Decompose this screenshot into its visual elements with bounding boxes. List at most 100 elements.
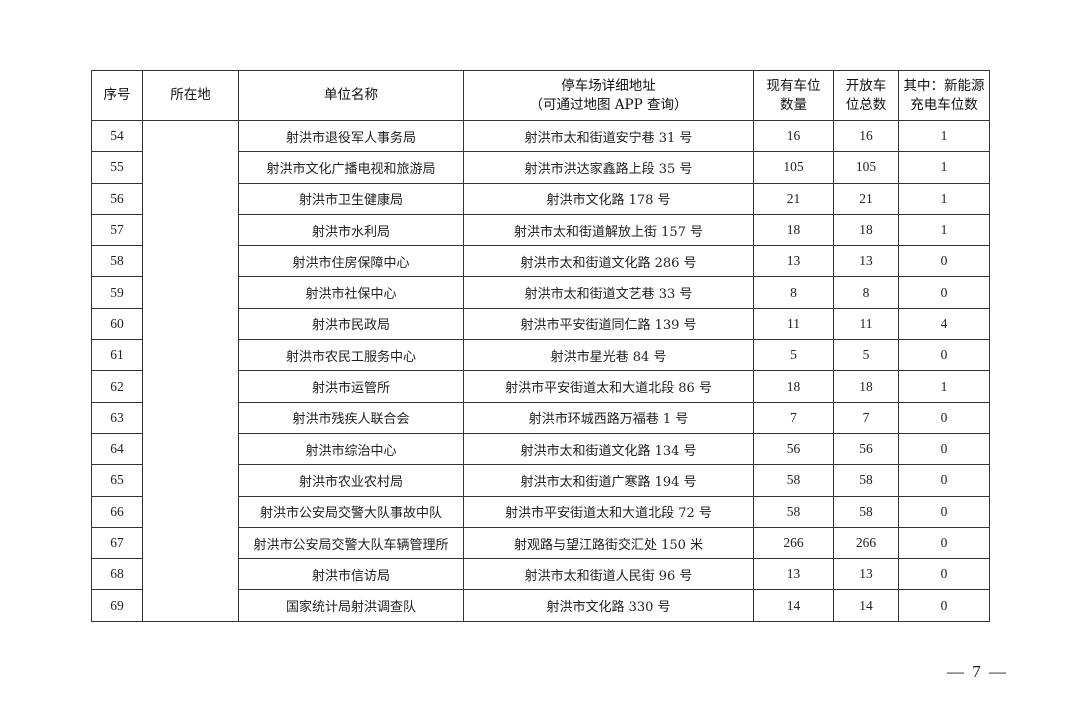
header-open: 开放车 位总数 xyxy=(833,70,899,121)
cell-unit: 射洪市住房保障中心 xyxy=(238,245,464,278)
cell-address: 射洪市太和街道人民街 96 号 xyxy=(463,558,754,591)
cell-open: 58 xyxy=(833,495,899,528)
cell-address: 射洪市太和街道文化路 286 号 xyxy=(463,245,754,278)
cell-ev: 0 xyxy=(898,245,990,278)
cell-ev: 1 xyxy=(898,370,990,403)
cell-index: 68 xyxy=(91,558,143,591)
table-row: 57 射洪市水利局 射洪市太和街道解放上街 157 号 18 18 1 xyxy=(91,213,990,247)
cell-index: 54 xyxy=(91,119,143,153)
cell-ev: 0 xyxy=(898,276,990,309)
cell-existing: 18 xyxy=(753,370,834,403)
header-existing: 现有车位 数量 xyxy=(753,70,834,121)
header-ev-line1: 其中：新能源 xyxy=(903,77,985,94)
cell-address: 射洪市太和街道文艺巷 33 号 xyxy=(463,276,754,309)
cell-index: 56 xyxy=(91,182,143,215)
table-row: 64 射洪市综治中心 射洪市太和街道文化路 134 号 56 56 0 xyxy=(91,432,990,466)
cell-open: 58 xyxy=(833,464,899,497)
cell-unit: 射洪市运管所 xyxy=(238,370,464,403)
cell-existing: 7 xyxy=(753,401,834,434)
cell-open: 18 xyxy=(833,213,899,247)
cell-unit: 国家统计局射洪调查队 xyxy=(238,589,464,622)
cell-address: 射洪市星光巷 84 号 xyxy=(463,339,754,372)
header-address: 停车场详细地址 （可通过地图 APP 查询） xyxy=(463,70,754,121)
table-row: 66 射洪市公安局交警大队事故中队 射洪市平安街道太和大道北段 72 号 58 58 0 xyxy=(91,495,990,528)
cell-existing: 18 xyxy=(753,213,834,247)
cell-unit: 射洪市公安局交警大队车辆管理所 xyxy=(238,526,464,560)
cell-ev: 0 xyxy=(898,464,990,497)
cell-open: 105 xyxy=(833,151,899,184)
cell-index: 59 xyxy=(91,276,143,309)
header-ev: 其中：新能源 充电车位数 xyxy=(898,70,990,121)
cell-unit: 射洪市残疾人联合会 xyxy=(238,401,464,434)
cell-ev: 1 xyxy=(898,119,990,153)
cell-ev: 0 xyxy=(898,432,990,466)
cell-unit: 射洪市农民工服务中心 xyxy=(238,339,464,372)
cell-open: 266 xyxy=(833,526,899,560)
cell-unit: 射洪市信访局 xyxy=(238,558,464,591)
cell-unit: 射洪市公安局交警大队事故中队 xyxy=(238,495,464,528)
cell-unit: 射洪市综治中心 xyxy=(238,432,464,466)
cell-address: 射洪市太和街道文化路 134 号 xyxy=(463,432,754,466)
cell-address: 射洪市平安街道太和大道北段 86 号 xyxy=(463,370,754,403)
cell-ev: 0 xyxy=(898,589,990,622)
cell-open: 11 xyxy=(833,307,899,341)
cell-open: 13 xyxy=(833,245,899,278)
header-index: 序号 xyxy=(91,70,143,121)
cell-unit: 射洪市水利局 xyxy=(238,213,464,247)
cell-address: 射洪市环城西路万福巷 1 号 xyxy=(463,401,754,434)
cell-existing: 13 xyxy=(753,245,834,278)
cell-address: 射洪市平安街道同仁路 139 号 xyxy=(463,307,754,341)
cell-unit: 射洪市社保中心 xyxy=(238,276,464,309)
cell-index: 57 xyxy=(91,213,143,247)
cell-address: 射洪市太和街道安宁巷 31 号 xyxy=(463,119,754,153)
cell-address: 射洪市洪达家鑫路上段 35 号 xyxy=(463,151,754,184)
cell-open: 8 xyxy=(833,276,899,309)
page-number: — 7 — xyxy=(947,662,1008,681)
table-row: 62 射洪市运管所 射洪市平安街道太和大道北段 86 号 18 18 1 xyxy=(91,370,990,403)
cell-index: 62 xyxy=(91,370,143,403)
cell-unit: 射洪市农业农村局 xyxy=(238,464,464,497)
cell-index: 55 xyxy=(91,151,143,184)
cell-ev: 1 xyxy=(898,182,990,215)
cell-existing: 14 xyxy=(753,589,834,622)
cell-open: 13 xyxy=(833,558,899,591)
cell-existing: 21 xyxy=(753,182,834,215)
table-row: 67 射洪市公安局交警大队车辆管理所 射观路与望江路街交汇处 150 米 266 266… xyxy=(91,526,990,560)
header-address-line2: （可通过地图 APP 查询） xyxy=(529,96,688,113)
cell-index: 64 xyxy=(91,432,143,466)
cell-address: 射洪市太和街道广寒路 194 号 xyxy=(463,464,754,497)
cell-open: 7 xyxy=(833,401,899,434)
cell-open: 56 xyxy=(833,432,899,466)
cell-index: 63 xyxy=(91,401,143,434)
header-open-line2: 位总数 xyxy=(845,96,887,113)
cell-existing: 58 xyxy=(753,495,834,528)
header-unit: 单位名称 xyxy=(238,70,464,121)
cell-address: 射洪市文化路 178 号 xyxy=(463,182,754,215)
cell-ev: 0 xyxy=(898,558,990,591)
cell-open: 5 xyxy=(833,339,899,372)
header-existing-line1: 现有车位 xyxy=(766,77,821,94)
cell-index: 65 xyxy=(91,464,143,497)
table-row: 56 射洪市卫生健康局 射洪市文化路 178 号 21 21 1 xyxy=(91,182,990,215)
table-row: 69 国家统计局射洪调查队 射洪市文化路 330 号 14 14 0 xyxy=(91,589,990,622)
cell-ev: 4 xyxy=(898,307,990,341)
cell-index: 67 xyxy=(91,526,143,560)
cell-existing: 11 xyxy=(753,307,834,341)
cell-open: 21 xyxy=(833,182,899,215)
cell-ev: 1 xyxy=(898,213,990,247)
cell-existing: 105 xyxy=(753,151,834,184)
header-ev-line2: 充电车位数 xyxy=(910,96,978,113)
cell-index: 60 xyxy=(91,307,143,341)
parking-table: 序号 所在地 单位名称 停车场详细地址 （可通过地图 APP 查询） 现有车位 数量… xyxy=(91,70,990,622)
cell-open: 16 xyxy=(833,119,899,153)
cell-existing: 58 xyxy=(753,464,834,497)
cell-address: 射洪市文化路 330 号 xyxy=(463,589,754,622)
table-row: 68 射洪市信访局 射洪市太和街道人民街 96 号 13 13 0 xyxy=(91,558,990,591)
cell-address: 射洪市平安街道太和大道北段 72 号 xyxy=(463,495,754,528)
table-body: 54 射洪市退役军人事务局 射洪市太和街道安宁巷 31 号 16 16 1 55 射洪市文化广… xyxy=(91,119,990,622)
table-row: 65 射洪市农业农村局 射洪市太和街道广寒路 194 号 58 58 0 xyxy=(91,464,990,497)
table-header-row: 序号 所在地 单位名称 停车场详细地址 （可通过地图 APP 查询） 现有车位 数量… xyxy=(91,70,990,121)
cell-existing: 5 xyxy=(753,339,834,372)
